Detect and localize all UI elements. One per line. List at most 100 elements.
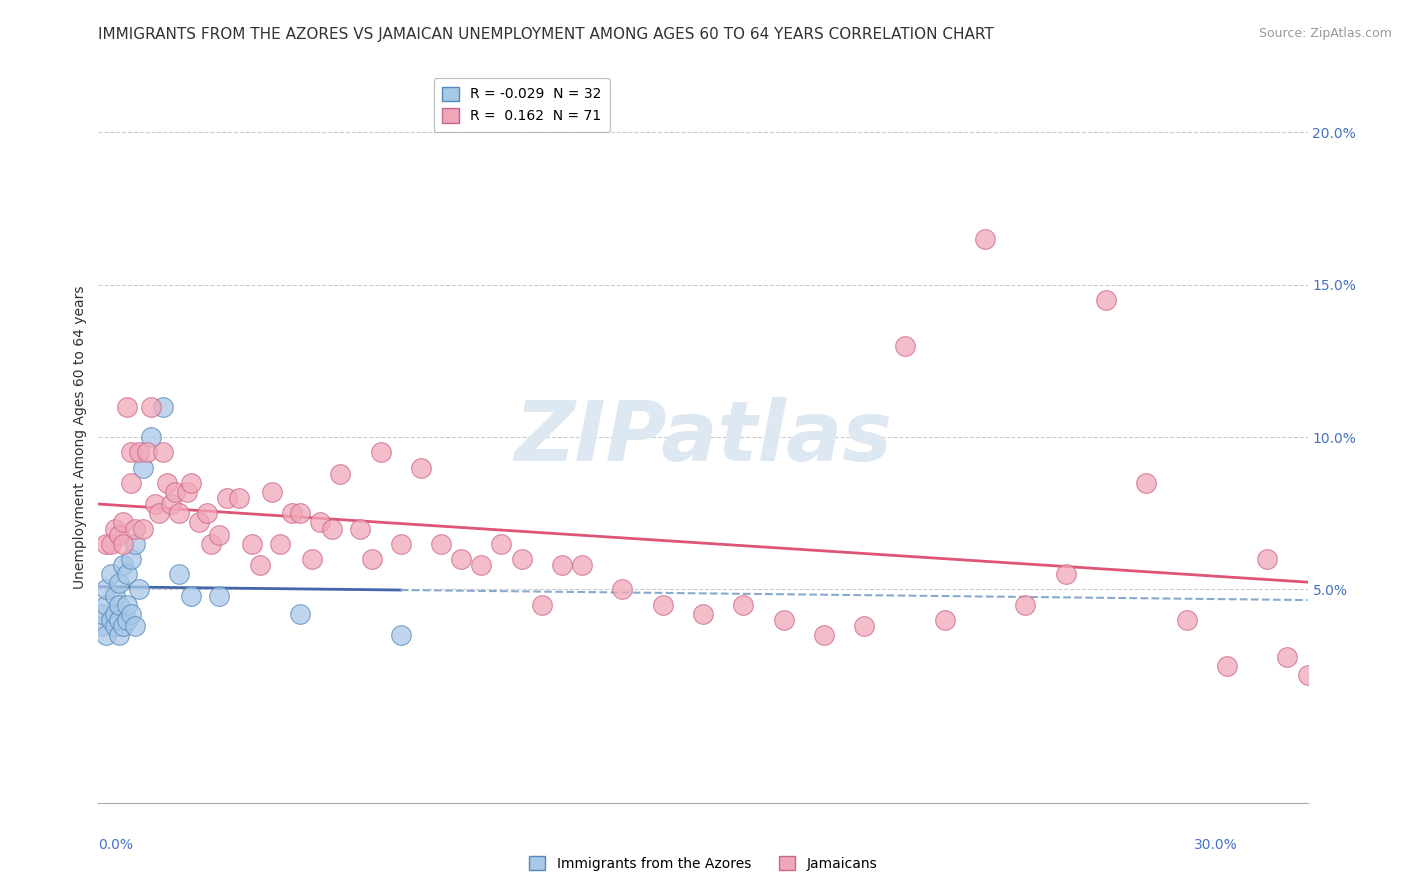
Point bbox=[115, 598, 138, 612]
Point bbox=[208, 589, 231, 603]
Point bbox=[167, 567, 190, 582]
Point bbox=[135, 445, 157, 459]
Legend: R = -0.029  N = 32, R =  0.162  N = 71: R = -0.029 N = 32, R = 0.162 N = 71 bbox=[433, 78, 610, 131]
Point bbox=[107, 613, 129, 627]
Text: Source: ZipAtlas.com: Source: ZipAtlas.com bbox=[1258, 27, 1392, 40]
Point bbox=[176, 485, 198, 500]
Point bbox=[115, 400, 138, 414]
Point bbox=[111, 516, 134, 530]
Point bbox=[103, 619, 125, 633]
Point bbox=[491, 537, 513, 551]
Point bbox=[281, 506, 304, 520]
Point bbox=[240, 537, 263, 551]
Point bbox=[893, 338, 915, 352]
Point bbox=[91, 619, 114, 633]
Point bbox=[128, 445, 150, 459]
Point bbox=[208, 527, 231, 541]
Point bbox=[143, 497, 166, 511]
Point bbox=[107, 576, 129, 591]
Point bbox=[96, 598, 118, 612]
Point bbox=[148, 506, 170, 520]
Point bbox=[470, 558, 492, 573]
Text: 0.0%: 0.0% bbox=[98, 838, 134, 853]
Point bbox=[1256, 552, 1278, 566]
Point bbox=[120, 552, 142, 566]
Point bbox=[139, 430, 162, 444]
Point bbox=[152, 445, 174, 459]
Point bbox=[651, 598, 673, 612]
Point bbox=[96, 628, 118, 642]
Point bbox=[180, 475, 202, 490]
Point bbox=[430, 537, 453, 551]
Point bbox=[103, 607, 125, 621]
Point bbox=[409, 460, 432, 475]
Point bbox=[1216, 658, 1239, 673]
Point bbox=[692, 607, 714, 621]
Point bbox=[260, 485, 283, 500]
Point bbox=[100, 537, 122, 551]
Point bbox=[974, 232, 997, 246]
Point bbox=[934, 613, 956, 627]
Point bbox=[139, 400, 162, 414]
Y-axis label: Unemployment Among Ages 60 to 64 years: Unemployment Among Ages 60 to 64 years bbox=[73, 285, 87, 589]
Point bbox=[111, 537, 134, 551]
Point bbox=[100, 613, 122, 627]
Point bbox=[1054, 567, 1077, 582]
Point bbox=[120, 475, 142, 490]
Point bbox=[269, 537, 291, 551]
Point bbox=[96, 537, 118, 551]
Point bbox=[100, 567, 122, 582]
Point bbox=[107, 598, 129, 612]
Point bbox=[370, 445, 392, 459]
Point bbox=[329, 467, 352, 481]
Point bbox=[228, 491, 250, 505]
Point bbox=[551, 558, 574, 573]
Point bbox=[115, 613, 138, 627]
Point bbox=[321, 521, 343, 535]
Point bbox=[103, 589, 125, 603]
Point bbox=[301, 552, 323, 566]
Point bbox=[128, 582, 150, 597]
Point bbox=[361, 552, 384, 566]
Point bbox=[612, 582, 634, 597]
Point bbox=[288, 607, 311, 621]
Point bbox=[309, 516, 332, 530]
Point bbox=[1277, 649, 1299, 664]
Point bbox=[772, 613, 794, 627]
Point bbox=[91, 607, 114, 621]
Point bbox=[152, 400, 174, 414]
Point bbox=[853, 619, 876, 633]
Point bbox=[389, 537, 412, 551]
Point bbox=[450, 552, 472, 566]
Point bbox=[1175, 613, 1198, 627]
Point bbox=[249, 558, 271, 573]
Point bbox=[288, 506, 311, 520]
Point bbox=[107, 527, 129, 541]
Text: IMMIGRANTS FROM THE AZORES VS JAMAICAN UNEMPLOYMENT AMONG AGES 60 TO 64 YEARS CO: IMMIGRANTS FROM THE AZORES VS JAMAICAN U… bbox=[98, 27, 994, 42]
Point bbox=[111, 619, 134, 633]
Point bbox=[1296, 667, 1319, 681]
Point bbox=[120, 445, 142, 459]
Point bbox=[1095, 293, 1118, 307]
Point bbox=[813, 628, 835, 642]
Point bbox=[389, 628, 412, 642]
Point bbox=[156, 475, 179, 490]
Point bbox=[349, 521, 371, 535]
Point bbox=[124, 537, 146, 551]
Point bbox=[195, 506, 218, 520]
Text: ZIPatlas: ZIPatlas bbox=[515, 397, 891, 477]
Point bbox=[111, 558, 134, 573]
Point bbox=[200, 537, 222, 551]
Point bbox=[188, 516, 211, 530]
Point bbox=[1014, 598, 1036, 612]
Point bbox=[160, 497, 183, 511]
Point bbox=[115, 567, 138, 582]
Point bbox=[163, 485, 186, 500]
Point bbox=[167, 506, 190, 520]
Point bbox=[124, 521, 146, 535]
Legend: Immigrants from the Azores, Jamaicans: Immigrants from the Azores, Jamaicans bbox=[523, 850, 883, 876]
Point bbox=[124, 619, 146, 633]
Text: 30.0%: 30.0% bbox=[1194, 838, 1237, 853]
Point bbox=[180, 589, 202, 603]
Point bbox=[530, 598, 553, 612]
